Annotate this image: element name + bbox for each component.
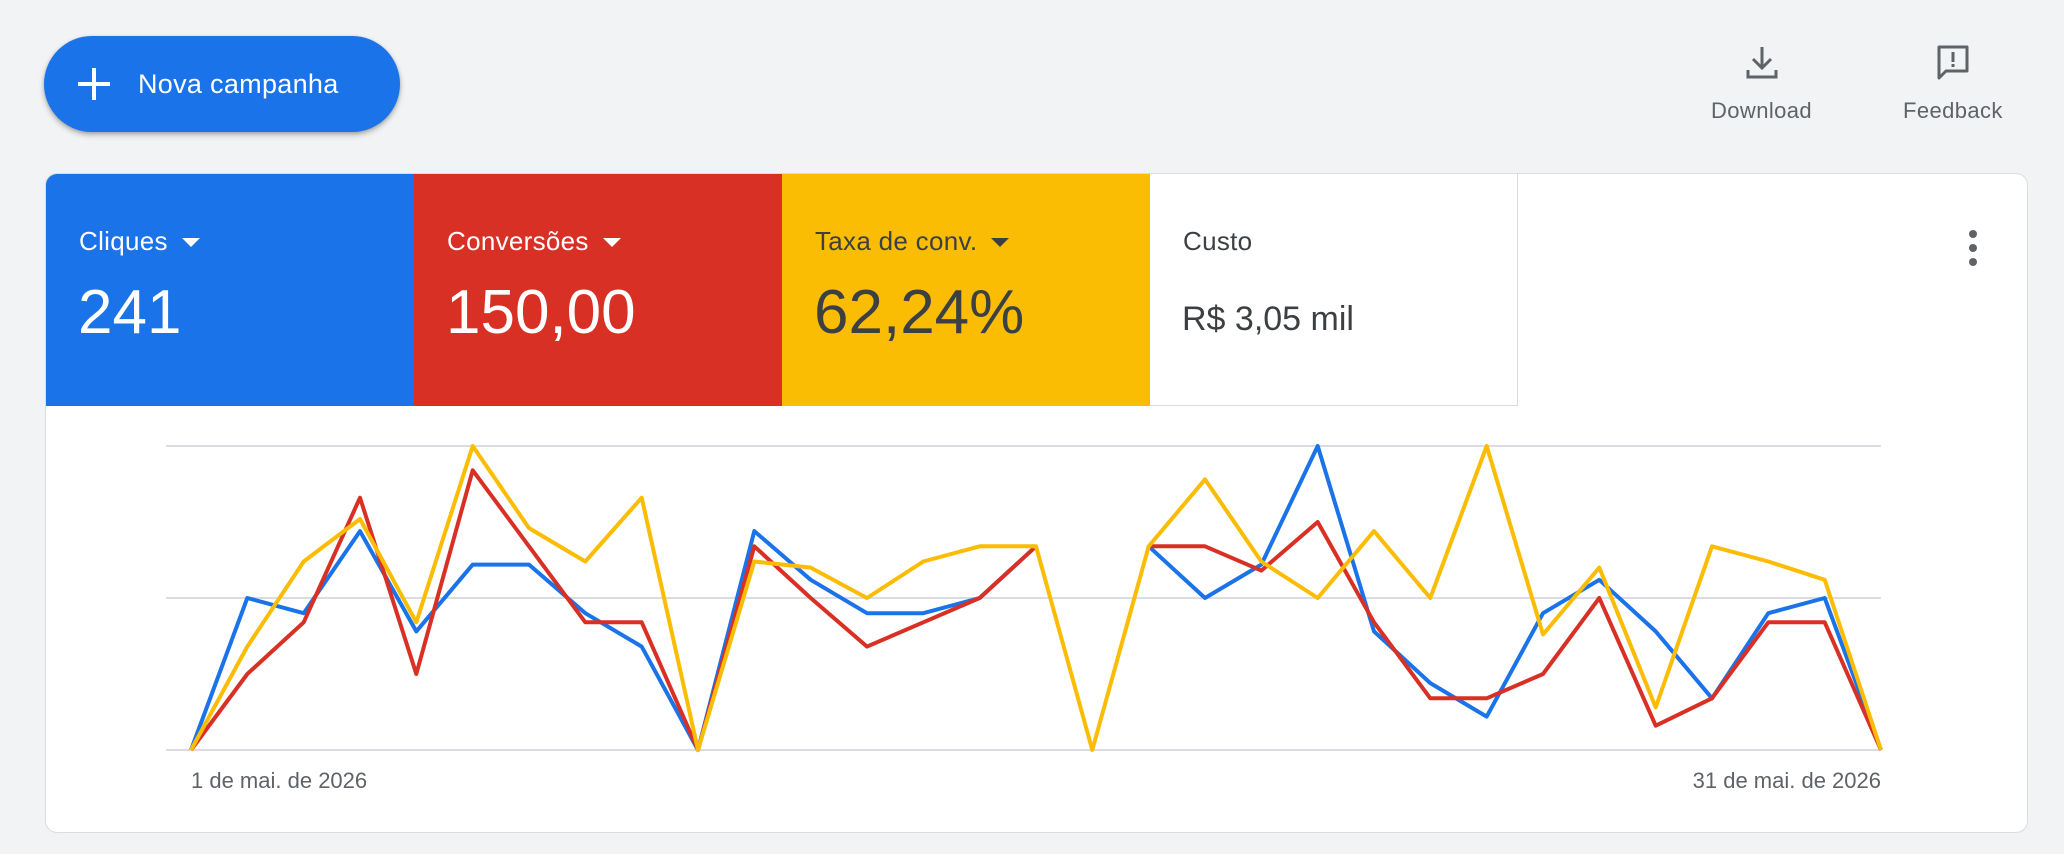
metric-name-cliques: Cliques [79, 226, 200, 257]
plus-icon [78, 68, 110, 100]
chart-lines [189, 444, 1883, 752]
metric-value-taxa-conv: 62,24% [814, 278, 1025, 347]
line-chart: 1 de mai. de 2026 31 de mai. de 2026 [46, 406, 2027, 832]
metric-name-custo: Custo [1183, 226, 1252, 257]
feedback-label: Feedback [1903, 98, 2003, 123]
metric-tile-taxa-conv[interactable]: Taxa de conv. 62,24% [782, 174, 1150, 406]
performance-card: Cliques 241 Conversões 150,00 Taxa de co… [45, 173, 2028, 833]
series-line-0 [1147, 444, 1883, 751]
metric-value-custo: R$ 3,05 mil [1182, 300, 1354, 338]
metric-label: Conversões [447, 226, 589, 256]
metric-label: Cliques [79, 226, 168, 256]
download-button[interactable]: Download [1711, 42, 1812, 124]
download-label: Download [1711, 98, 1813, 123]
metric-name-taxa-conv: Taxa de conv. [815, 226, 1010, 257]
metric-value-cliques: 241 [78, 278, 182, 347]
series-line-0 [189, 529, 1038, 752]
new-campaign-label: Nova campanha [138, 68, 339, 99]
metric-tile-conversoes[interactable]: Conversões 150,00 [414, 174, 782, 406]
caret-down-icon [181, 238, 200, 247]
metric-label: Custo [1183, 226, 1253, 256]
feedback-icon [1937, 45, 1969, 80]
series-line-2 [189, 444, 1883, 752]
caret-down-icon [602, 238, 621, 247]
metric-name-conversoes: Conversões [447, 226, 621, 257]
chart-svg: 1 de mai. de 2026 31 de mai. de 2026 [166, 444, 1883, 793]
x-axis-end-label: 31 de mai. de 2026 [1693, 768, 1881, 793]
metric-tile-cliques[interactable]: Cliques 241 [46, 174, 414, 406]
metric-label: Taxa de conv. [815, 226, 978, 256]
x-axis-start-label: 1 de mai. de 2026 [191, 768, 367, 793]
new-campaign-button[interactable]: Nova campanha [44, 36, 400, 132]
chart-grid [166, 445, 1881, 751]
download-icon [1746, 47, 1778, 79]
caret-down-icon [991, 238, 1010, 247]
more-options-icon[interactable] [1967, 230, 1979, 270]
metric-tiles: Cliques 241 Conversões 150,00 Taxa de co… [46, 174, 1518, 406]
series-line-1 [189, 468, 1038, 752]
metric-value-conversoes: 150,00 [446, 278, 636, 347]
feedback-button[interactable]: Feedback [1903, 42, 2003, 124]
series-line-1 [1148, 520, 1883, 751]
metric-tile-custo[interactable]: Custo R$ 3,05 mil [1150, 174, 1518, 406]
